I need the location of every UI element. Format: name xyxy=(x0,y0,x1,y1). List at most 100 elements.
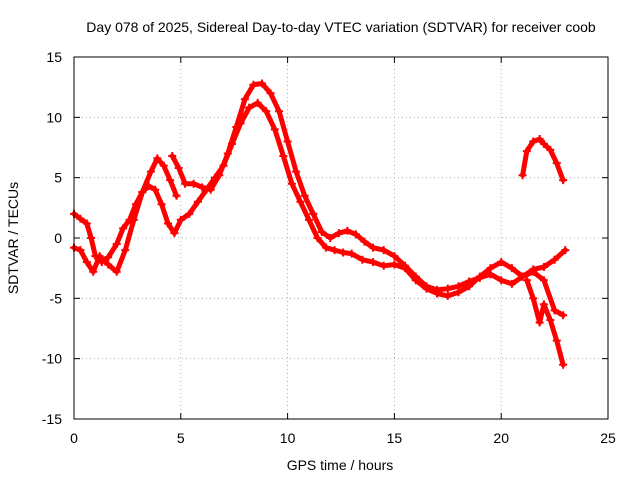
data-point xyxy=(112,267,121,276)
data-point xyxy=(181,179,190,188)
data-point xyxy=(245,103,254,112)
data-point xyxy=(223,149,232,158)
data-point xyxy=(401,261,410,270)
data-point xyxy=(465,277,474,286)
series-track-5 xyxy=(522,276,568,369)
data-point xyxy=(486,270,495,279)
data-point xyxy=(347,249,356,258)
data-point xyxy=(292,167,301,176)
data-point xyxy=(87,234,96,242)
chart-title: Day 078 of 2025, Sidereal Day-to-day VTE… xyxy=(86,19,596,35)
data-point xyxy=(561,246,570,255)
data-point xyxy=(390,260,399,269)
data-point xyxy=(95,252,104,261)
data-point xyxy=(215,171,224,180)
data-point xyxy=(262,107,271,116)
data-point xyxy=(559,360,568,369)
data-point xyxy=(232,122,241,131)
data-point xyxy=(539,276,548,285)
x-tick-label: 25 xyxy=(600,430,616,446)
x-tick-label: 5 xyxy=(177,430,185,446)
y-tick-label: 5 xyxy=(54,170,62,186)
data-point xyxy=(322,243,331,252)
data-point xyxy=(153,154,162,163)
x-tick-label: 20 xyxy=(493,430,509,446)
data-point xyxy=(168,151,177,160)
series-track-4 xyxy=(518,135,568,185)
data-point xyxy=(351,230,360,239)
grid xyxy=(74,57,608,419)
data-point xyxy=(249,80,258,89)
data-point xyxy=(304,215,313,224)
x-tick-label: 0 xyxy=(70,430,78,446)
data-point xyxy=(390,252,399,261)
data-point xyxy=(275,107,284,116)
data-point xyxy=(529,137,538,146)
data-point xyxy=(206,185,215,194)
data-point xyxy=(129,215,138,224)
data-point xyxy=(334,229,343,238)
x-axis-label: GPS time / hours xyxy=(287,457,394,473)
data-point xyxy=(507,279,516,288)
x-tick-label: 15 xyxy=(387,430,403,446)
axis-ticks xyxy=(73,56,609,420)
data-point xyxy=(330,246,339,255)
data-point xyxy=(539,300,548,309)
data-point xyxy=(343,226,352,235)
y-tick-label: -5 xyxy=(50,290,63,306)
data-point xyxy=(539,139,548,148)
data-point xyxy=(507,264,516,273)
data-point xyxy=(546,145,555,154)
data-point xyxy=(475,273,484,282)
data-point xyxy=(518,171,527,180)
y-axis-label: SDTVAR / TECUs xyxy=(5,182,21,294)
data-point xyxy=(157,200,166,209)
data-point xyxy=(270,125,279,134)
data-point xyxy=(317,227,326,236)
data-point xyxy=(369,258,378,267)
data-point xyxy=(185,209,194,218)
y-tick-label: -10 xyxy=(42,351,62,367)
series-track-2 xyxy=(70,154,181,276)
data-point xyxy=(193,197,202,206)
data-point xyxy=(309,209,318,218)
data-point xyxy=(121,246,130,255)
data-point xyxy=(170,229,179,238)
data-point xyxy=(358,255,367,264)
data-point xyxy=(279,151,288,160)
data-point xyxy=(497,258,506,267)
data-point xyxy=(546,316,555,325)
data-point xyxy=(443,284,452,293)
data-point xyxy=(454,282,463,291)
data-point xyxy=(369,243,378,252)
y-tick-label: 10 xyxy=(46,109,62,125)
data-point xyxy=(443,291,452,300)
series-layer xyxy=(70,79,570,369)
data-point xyxy=(166,176,175,185)
series-line xyxy=(71,100,566,318)
data-point xyxy=(550,255,559,264)
data-point xyxy=(529,265,538,274)
data-point xyxy=(163,219,172,228)
data-point xyxy=(159,161,168,170)
data-point xyxy=(89,267,98,276)
data-point xyxy=(138,188,147,197)
series-line xyxy=(71,155,179,275)
data-point xyxy=(535,318,544,327)
data-point xyxy=(313,234,322,242)
data-point xyxy=(539,262,548,271)
series-line xyxy=(524,277,566,368)
data-point xyxy=(497,276,506,285)
x-axis-tick-labels: 0 5 10 15 20 25 xyxy=(70,430,616,446)
data-point xyxy=(112,240,121,249)
data-point xyxy=(339,248,348,257)
y-tick-label: 0 xyxy=(54,230,62,246)
data-point xyxy=(146,167,155,176)
data-point xyxy=(104,253,113,262)
data-point xyxy=(198,183,207,192)
data-point xyxy=(240,95,249,104)
data-point xyxy=(253,98,262,107)
data-point xyxy=(266,89,275,98)
data-point xyxy=(529,294,538,303)
